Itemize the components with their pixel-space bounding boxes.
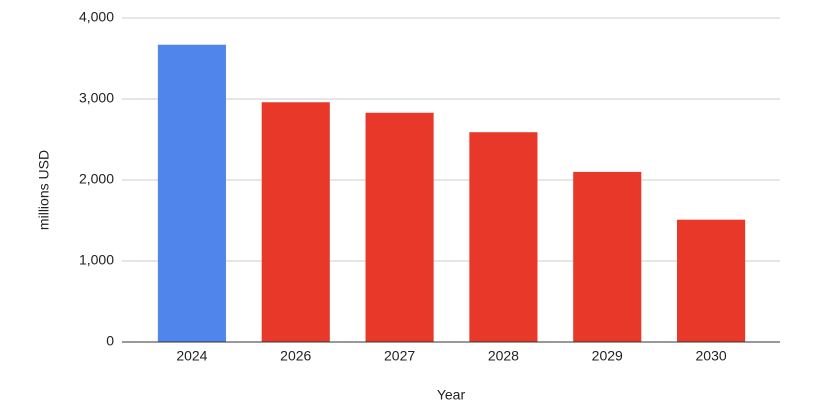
- x-axis-label: Year: [437, 387, 466, 403]
- x-tick-label: 2027: [384, 348, 415, 364]
- bar: [157, 44, 226, 342]
- x-tick-label: 2029: [592, 348, 623, 364]
- y-tick-label: 3,000: [79, 90, 114, 106]
- y-tick-label: 4,000: [79, 9, 114, 25]
- y-axis-label: millions USD: [36, 150, 52, 230]
- y-tick-label: 2,000: [79, 171, 114, 187]
- x-tick-label: 2030: [696, 348, 727, 364]
- y-tick-label: 0: [106, 333, 114, 349]
- bar: [365, 112, 434, 343]
- bar: [261, 102, 330, 343]
- x-tick-label: 2028: [488, 348, 519, 364]
- bar: [573, 171, 642, 342]
- x-tick-label: 2024: [176, 348, 207, 364]
- y-tick-label: 1,000: [79, 252, 114, 268]
- bar: [469, 132, 538, 342]
- bar: [677, 219, 746, 342]
- x-tick-label: 2026: [280, 348, 311, 364]
